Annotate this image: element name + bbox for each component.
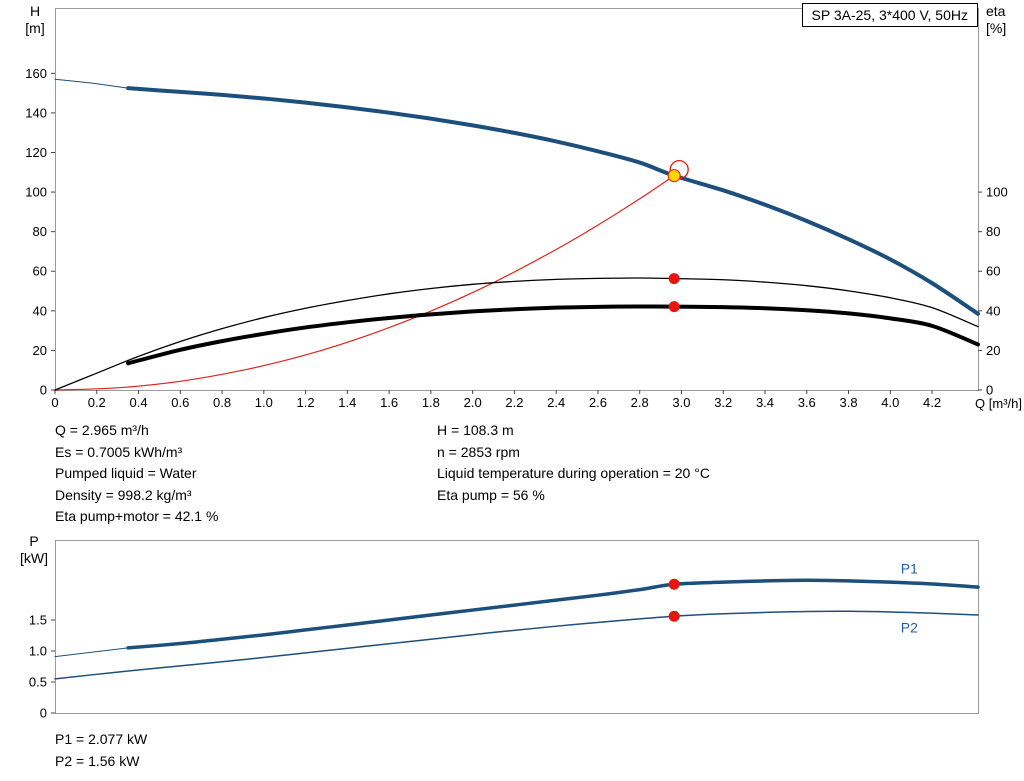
- y2-tick-label: 80: [986, 224, 1000, 239]
- x-tick-label: 2.4: [547, 395, 565, 410]
- x-tick-label: 4.0: [881, 395, 899, 410]
- x-tick-label: 0.8: [213, 395, 231, 410]
- x-tick-label: 4.2: [923, 395, 941, 410]
- duty-point-marker: [667, 169, 681, 183]
- x-tick-label: 3.8: [839, 395, 857, 410]
- eta-axis-title-line1: eta: [986, 3, 1006, 19]
- es-value: Es = 0.7005 kWh/m³: [55, 443, 183, 460]
- p-axis-title-line1: P: [29, 533, 39, 549]
- h-axis-title-line1: H: [29, 3, 41, 19]
- speed-value: n = 2853 rpm: [437, 443, 520, 460]
- x-tick-label: 1.4: [338, 395, 356, 410]
- p1-label: P1: [901, 560, 918, 576]
- y2-tick-label: 40: [986, 303, 1000, 318]
- p1-curve-leadin: [54, 647, 129, 658]
- x-tick-label: 1.0: [255, 395, 273, 410]
- y-tick-label: 20: [33, 343, 47, 358]
- x-tick-label: 2.2: [505, 395, 523, 410]
- y-tick-label: 40: [33, 303, 47, 318]
- y-tick-label: 100: [25, 185, 47, 200]
- plot-frame: [55, 8, 979, 391]
- q-value: Q = 2.965 m³/h: [55, 422, 149, 438]
- eta-pump-curve: [54, 277, 979, 391]
- p2-value: P2 = 1.56 kW: [55, 752, 140, 769]
- eta-pump-value: Eta pump = 56 %: [437, 486, 545, 503]
- plot-frame: [55, 540, 979, 714]
- p2-label: P2: [901, 619, 918, 635]
- y-tick-label: 140: [25, 105, 47, 120]
- head-curve: [126, 86, 980, 316]
- x-tick-label: 3.2: [714, 395, 732, 410]
- x-tick-label: 2.6: [589, 395, 607, 410]
- x-tick-label: 0: [51, 395, 58, 410]
- x-tick-label: 2.0: [464, 395, 482, 410]
- x-tick-label: 1.8: [422, 395, 440, 410]
- y2-tick-label: 60: [986, 264, 1000, 279]
- q-axis-title: Q [m³/h]: [975, 396, 1022, 411]
- head-curve-leadin: [54, 78, 129, 89]
- operating-data-left: Q = 2.965 m³/h Es = 0.7005 kWh/m³ Pumped…: [55, 420, 218, 528]
- x-tick-label: 0.6: [171, 395, 189, 410]
- p1-value: P1 = 2.077 kW: [55, 731, 148, 747]
- system-curve: [54, 175, 675, 391]
- y-tick-label: 0.5: [29, 675, 47, 690]
- y-tick-label: 0: [40, 383, 47, 398]
- eta-axis-title: eta [%]: [986, 3, 1022, 37]
- y-tick-label: 1.0: [29, 643, 47, 658]
- power-chart: 0 0.5 1.0 1.5 P1 P2: [29, 540, 980, 721]
- y-tick-label: 120: [25, 145, 47, 160]
- p1-curve: [126, 578, 980, 650]
- x-tick-label: 1.2: [297, 395, 315, 410]
- y2-tick-label: 0: [986, 383, 993, 398]
- y-tick-label: 1.5: [29, 612, 47, 627]
- h-axis-title: H [m]: [16, 3, 54, 37]
- x-tick-label: 3.4: [756, 395, 774, 410]
- p-axis-title-line2: [kW]: [20, 550, 48, 566]
- eta-pump-motor-point: [668, 301, 680, 313]
- x-tick-label: 3.0: [672, 395, 690, 410]
- operating-data-right: H = 108.3 m n = 2853 rpm Liquid temperat…: [437, 420, 710, 506]
- liquid-temperature-value: Liquid temperature during operation = 20…: [437, 465, 710, 481]
- p2-point: [668, 610, 680, 622]
- y-tick-label: 80: [33, 224, 47, 239]
- pump-model-title-box: SP 3A-25, 3*400 V, 50Hz: [801, 3, 978, 27]
- x-tick-label: 0.2: [88, 395, 106, 410]
- y-tick-label: 160: [25, 66, 47, 81]
- p1-point: [668, 578, 680, 590]
- p2-curve: [54, 610, 979, 680]
- y-tick-label: 0: [40, 706, 47, 721]
- power-results: P1 = 2.077 kW P2 = 1.56 kW: [55, 729, 147, 772]
- h-axis-title-line2: [m]: [25, 20, 45, 36]
- y2-tick-label: 20: [986, 343, 1000, 358]
- p-axis-title: P [kW]: [12, 533, 56, 567]
- x-tick-label: 3.6: [798, 395, 816, 410]
- eta-pump-motor-curve: [126, 304, 980, 366]
- density-value: Density = 998.2 kg/m³: [55, 486, 192, 503]
- y2-tick-label: 100: [986, 185, 1008, 200]
- eta-axis-title-line2: [%]: [986, 20, 1007, 36]
- x-tick-label: 1.6: [380, 395, 398, 410]
- h-value: H = 108.3 m: [437, 422, 514, 438]
- eta-pump-motor-value: Eta pump+motor = 42.1 %: [55, 508, 219, 524]
- x-tick-label: 0.4: [129, 395, 147, 410]
- hq-eta-chart: 0 0.2 0.4 0.6 0.8 1.0 1.2 1.4 1.6 1.8 2.0 2.2 2.4 2.6…: [25, 8, 1008, 410]
- pumped-liquid-value: Pumped liquid = Water: [55, 465, 197, 481]
- y-tick-label: 60: [33, 264, 47, 279]
- eta-pump-point: [668, 273, 680, 285]
- x-tick-label: 2.8: [631, 395, 649, 410]
